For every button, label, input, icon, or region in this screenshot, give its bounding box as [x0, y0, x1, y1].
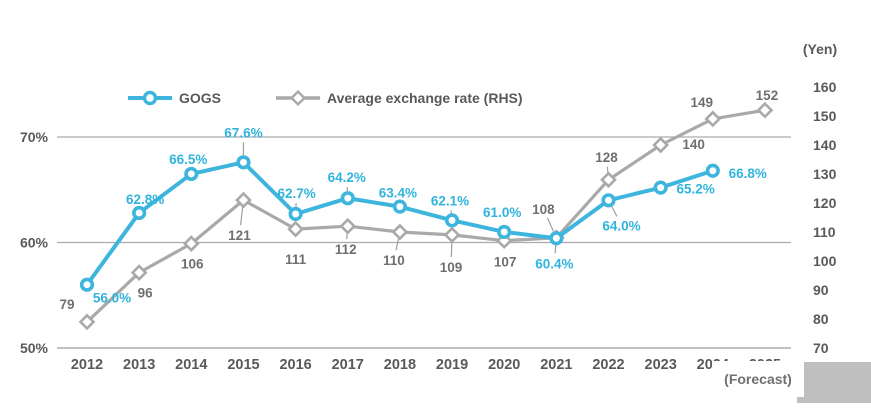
data-label-leader [554, 245, 557, 254]
data-point-gogs [184, 166, 199, 182]
data-label-gogs: 62.7% [277, 186, 315, 201]
data-point-exchange-rate [391, 223, 409, 241]
data-point-gogs [653, 180, 668, 195]
data-label-exchange-rate: 140 [682, 137, 705, 152]
data-label-exchange-rate: 110 [383, 253, 405, 268]
legend-label-exchange-rate: Average exchange rate (RHS) [327, 90, 523, 106]
legend-label-gogs: GOGS [179, 90, 222, 106]
data-point-exchange-rate [235, 191, 252, 209]
right-axis-tick: 150 [813, 108, 837, 124]
data-label-gogs: 65.2% [677, 182, 715, 197]
data-label-gogs: 66.5% [169, 152, 207, 167]
data-point-exchange-rate [443, 226, 461, 244]
legend-item-gogs: GOGS [127, 88, 221, 108]
data-label-exchange-rate: 106 [181, 257, 204, 272]
series-line-exchange-rate [85, 108, 767, 324]
data-point-exchange-rate [130, 264, 148, 281]
data-label-gogs: 64.2% [328, 170, 366, 185]
right-axis-tick: 140 [813, 137, 837, 153]
data-point-exchange-rate [600, 171, 617, 189]
left-axis-tick: 60% [20, 235, 49, 251]
data-label-exchange-rate: 109 [440, 260, 463, 275]
x-axis-label: 2013 [123, 357, 155, 373]
data-label-gogs: 62.8% [126, 192, 164, 207]
data-point-gogs [288, 206, 303, 222]
data-point-gogs [497, 224, 512, 240]
right-axis-tick: 80 [813, 311, 829, 327]
x-axis-label: 2016 [279, 357, 311, 373]
data-label-exchange-rate: 128 [595, 150, 618, 165]
exchange-rate-line-marker-icon [276, 90, 320, 106]
data-label-leader [611, 206, 618, 217]
data-label-gogs: 67.6% [224, 125, 262, 140]
right-axis-tick: 90 [813, 282, 829, 298]
data-label-leader [239, 206, 244, 226]
x-axis-label: 2012 [71, 357, 103, 373]
chart-legend: GOGS Average exchange rate (RHS) [0, 88, 871, 108]
data-label-gogs: 60.4% [535, 256, 573, 271]
x-axis-label: 2014 [175, 357, 207, 373]
data-point-exchange-rate [339, 217, 357, 235]
data-point-gogs [340, 191, 355, 206]
data-label-exchange-rate: 96 [138, 286, 154, 301]
right-axis-tick: 110 [813, 224, 836, 240]
data-label-leader [606, 166, 609, 173]
data-point-gogs [601, 193, 616, 208]
x-axis-label: 2018 [384, 357, 416, 373]
forecast-label: (Forecast) [712, 361, 804, 397]
data-label-exchange-rate: 112 [335, 242, 357, 257]
data-label-gogs: 66.8% [729, 166, 767, 181]
data-label-gogs: 62.1% [431, 193, 469, 208]
x-axis-label: 2019 [436, 357, 468, 373]
data-label-gogs: 63.4% [379, 186, 417, 201]
data-point-gogs [132, 205, 147, 221]
right-axis-tick: 100 [813, 253, 837, 269]
data-point-gogs [79, 277, 95, 292]
data-point-gogs [444, 213, 460, 228]
data-label-leader [346, 233, 348, 240]
data-label-leader [546, 217, 555, 232]
data-point-exchange-rate [78, 313, 96, 331]
data-point-exchange-rate [182, 235, 200, 252]
x-axis-label: 2017 [332, 357, 364, 373]
left-axis-tick: 70% [20, 129, 49, 145]
data-point-gogs [392, 199, 408, 214]
data-point-gogs [549, 231, 564, 246]
data-label-exchange-rate: 111 [285, 252, 307, 267]
data-point-gogs [236, 155, 251, 170]
data-label-exchange-rate: 121 [228, 228, 251, 243]
x-axis-label: 2020 [488, 357, 520, 373]
data-label-exchange-rate: 108 [532, 202, 555, 217]
data-point-exchange-rate [287, 220, 304, 238]
data-label-exchange-rate: 107 [494, 255, 517, 270]
x-axis-label: 2015 [227, 357, 259, 373]
data-point-exchange-rate [756, 101, 774, 119]
left-axis-tick: 50% [20, 340, 49, 356]
data-label-leader [395, 238, 400, 251]
x-axis-label: 2023 [645, 357, 677, 373]
gogs-line-marker-icon [128, 90, 172, 106]
legend-item-exchange-rate: Average exchange rate (RHS) [275, 88, 523, 108]
right-axis-tick: 130 [813, 166, 837, 182]
right-axis-title: (Yen) [786, 32, 854, 66]
right-axis-tick: 120 [813, 195, 837, 211]
data-label-exchange-rate: 149 [691, 95, 714, 110]
x-axis-label: 2021 [540, 357, 572, 373]
data-label-gogs: 56.0% [93, 291, 131, 306]
data-label-exchange-rate: 152 [756, 88, 779, 103]
forecast-highlight-patch [797, 362, 871, 403]
right-axis-tick: 160 [813, 79, 837, 95]
data-label-gogs: 64.0% [602, 218, 640, 233]
data-point-exchange-rate [652, 136, 669, 154]
right-axis-tick: 70 [813, 340, 829, 356]
x-axis-label: 2022 [592, 357, 624, 373]
data-point-gogs [705, 163, 720, 178]
data-label-gogs: 61.0% [483, 205, 521, 220]
data-label-exchange-rate: 79 [59, 297, 74, 312]
data-point-exchange-rate [704, 110, 722, 128]
